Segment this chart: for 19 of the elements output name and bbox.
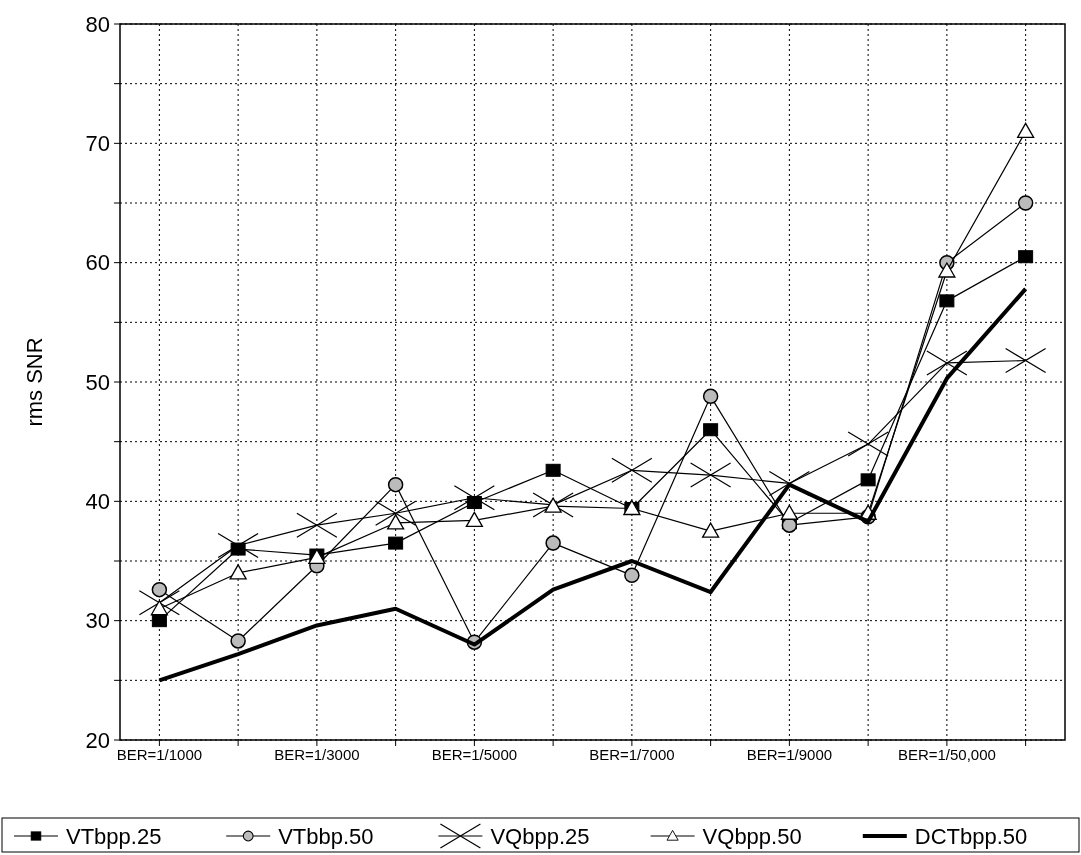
y-tick-label: 40 bbox=[85, 488, 110, 514]
legend-label: VTbpp.25 bbox=[66, 823, 162, 849]
y-tick-label: 30 bbox=[85, 608, 110, 634]
x-tick-label: BER=1/50,000 bbox=[897, 746, 996, 763]
y-tick-label: 80 bbox=[85, 11, 110, 37]
x-tick-label: BER=1/3000 bbox=[274, 746, 360, 763]
y-tick-label: 60 bbox=[85, 250, 110, 276]
legend-label: VQbpp.25 bbox=[490, 823, 590, 849]
legend-label: VQbpp.50 bbox=[702, 823, 802, 849]
y-tick-label: 50 bbox=[85, 369, 110, 395]
x-tick-label: BER=1/5000 bbox=[431, 746, 518, 763]
x-tick-label: BER=1/1000 bbox=[116, 746, 203, 763]
legend-label: DCTbpp.50 bbox=[914, 823, 1028, 849]
y-tick-label: 70 bbox=[85, 130, 110, 156]
legend-label: VTbbp.50 bbox=[278, 823, 374, 849]
x-tick-label: BER=1/9000 bbox=[746, 746, 833, 763]
y-axis-title: rms SNR bbox=[22, 337, 47, 427]
y-tick-label: 20 bbox=[85, 727, 110, 753]
x-tick-label: BER=1/7000 bbox=[589, 746, 675, 763]
